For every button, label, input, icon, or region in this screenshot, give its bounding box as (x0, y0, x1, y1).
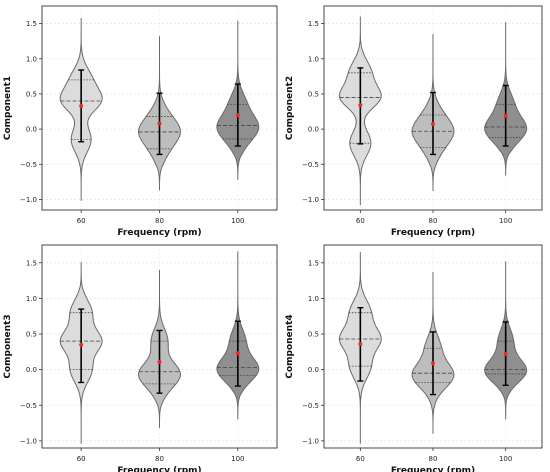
y-tick-label: 0.5 (308, 90, 319, 98)
y-tick-label: 1.0 (26, 55, 37, 63)
y-tick-label: 0.0 (26, 366, 37, 374)
y-axis-label: Component4 (285, 314, 295, 378)
x-tick-label: 60 (356, 217, 365, 225)
x-axis-label: Frequency (rpm) (117, 466, 201, 472)
y-tick-label: 1.5 (26, 259, 37, 267)
y-tick-label: 1.0 (308, 295, 319, 303)
mean-point (235, 113, 240, 118)
y-tick-label: −1.0 (302, 437, 319, 445)
x-axis-label: Frequency (rpm) (117, 228, 201, 238)
mean-point (431, 361, 435, 366)
y-tick-label: 0.0 (308, 126, 319, 134)
y-tick-label: −0.5 (20, 161, 37, 169)
x-tick-label: 100 (231, 217, 244, 225)
y-tick-label: 1.5 (308, 259, 319, 267)
y-tick-label: −0.5 (20, 402, 37, 410)
panel-3: −1.0 −0.5 0.0 0.5 1.0 1.5 60 80 100 Frequency (rp… (3, 244, 278, 472)
x-tick-label: 80 (429, 217, 438, 225)
mean-point (157, 359, 162, 364)
mean-point (503, 351, 508, 356)
y-tick-label: −1.0 (20, 437, 37, 445)
x-tick-label: 60 (356, 455, 365, 463)
y-tick-label: 1.0 (26, 295, 37, 303)
y-tick-label: −0.5 (302, 161, 319, 169)
panel-4: −1.0 −0.5 0.0 0.5 1.0 1.5 60 80 100 Frequency (rp… (285, 244, 543, 472)
x-tick-label: 80 (155, 217, 164, 225)
x-tick-label: 80 (155, 455, 164, 463)
x-tick-label: 80 (429, 455, 438, 463)
mean-point (431, 122, 435, 127)
x-axis-label: Frequency (rpm) (391, 466, 475, 472)
y-tick-label: 0.5 (26, 90, 37, 98)
mean-point (79, 342, 84, 347)
y-tick-label: 1.0 (308, 55, 319, 63)
y-axis-label: Component3 (3, 314, 13, 378)
y-tick-label: 1.5 (308, 20, 319, 28)
x-tick-label: 100 (231, 455, 244, 463)
x-tick-label: 60 (77, 455, 86, 463)
y-tick-label: 0.5 (26, 331, 37, 339)
mean-point (358, 103, 363, 108)
y-tick-label: −1.0 (302, 196, 319, 204)
panel-2: −1.0 −0.5 0.0 0.5 1.0 1.5 60 80 100 Frequency (rp… (285, 5, 543, 238)
x-axis-label: Frequency (rpm) (391, 228, 475, 238)
y-tick-label: 0.0 (26, 126, 37, 134)
y-axis-label: Component2 (285, 76, 295, 140)
y-tick-label: −0.5 (302, 402, 319, 410)
x-tick-label: 60 (77, 217, 86, 225)
x-tick-label: 100 (499, 455, 512, 463)
x-tick-label: 100 (499, 217, 512, 225)
mean-point (358, 342, 363, 347)
y-tick-label: 0.0 (308, 366, 319, 374)
y-axis-label: Component1 (3, 76, 13, 140)
y-tick-label: 1.5 (26, 20, 37, 28)
mean-point (79, 103, 84, 108)
mean-point (235, 351, 240, 356)
y-tick-label: −1.0 (20, 196, 37, 204)
y-tick-label: 0.5 (308, 331, 319, 339)
panel-1: −1.0 −0.5 0.0 0.5 1.0 1.5 60 80 100 Frequency (rp… (3, 5, 278, 238)
mean-point (503, 113, 508, 118)
mean-point (157, 121, 162, 126)
